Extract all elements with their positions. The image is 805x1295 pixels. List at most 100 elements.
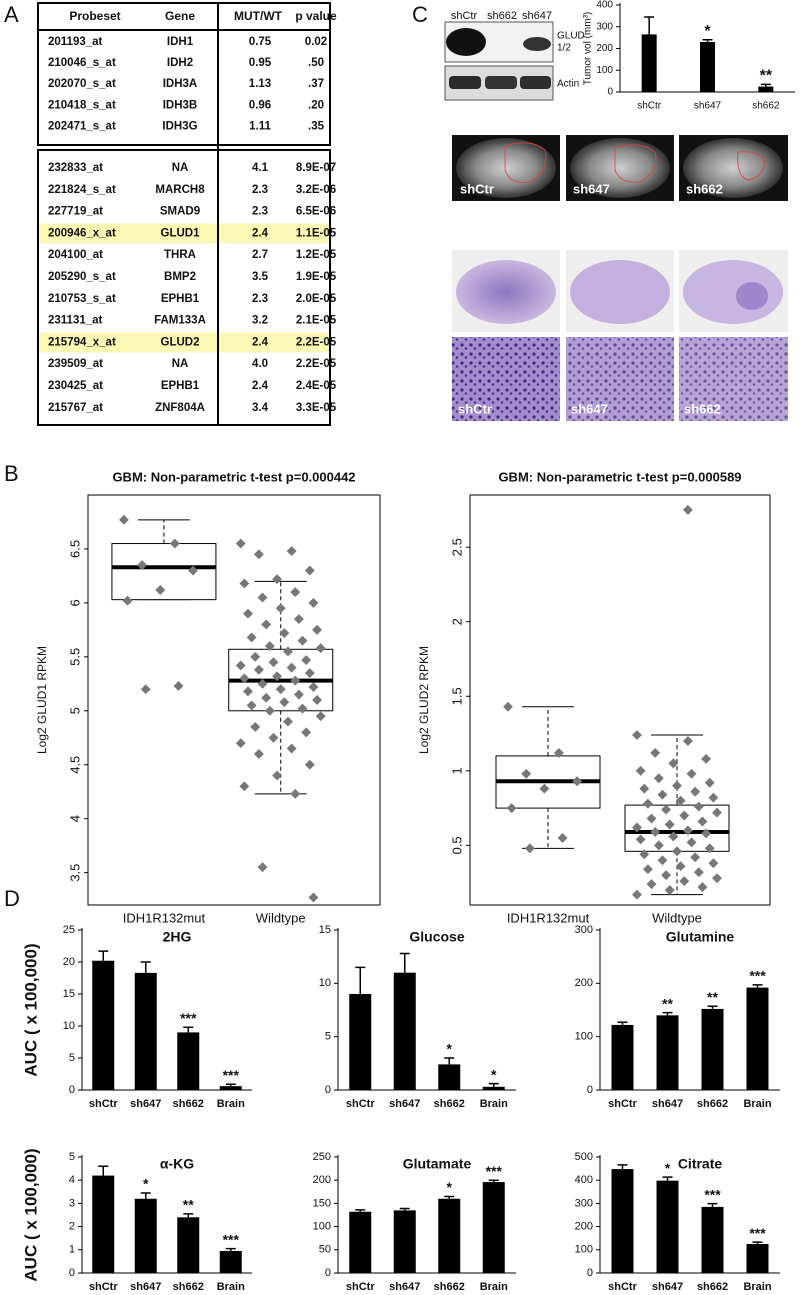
- table-cell: 2.7: [252, 249, 268, 261]
- y-tick-label: 1: [69, 1244, 75, 1256]
- y-tick-label: 2: [449, 618, 464, 625]
- bar: [393, 972, 416, 1090]
- annotation: ***: [704, 1186, 721, 1202]
- point: [122, 595, 133, 606]
- y-tick-label: 200: [313, 1174, 331, 1186]
- point: [668, 758, 679, 769]
- point: [503, 701, 513, 712]
- table-cell: 231131_at: [48, 315, 103, 327]
- y-tick-label: 400: [575, 1174, 593, 1186]
- y-tick-label: 5: [69, 1052, 75, 1064]
- y-tick-label: 0: [587, 1267, 593, 1279]
- table-cell: 2.3: [252, 184, 268, 196]
- table-cell: 3.3E-05: [296, 402, 337, 414]
- y-tick-label: 0: [325, 1267, 331, 1279]
- point: [283, 646, 293, 657]
- point: [253, 549, 264, 560]
- error-bar: [707, 1202, 718, 1207]
- point: [693, 867, 704, 878]
- chart-title: Glutamate: [403, 1156, 472, 1172]
- table-cell: IDH3G: [162, 120, 197, 132]
- point: [188, 565, 198, 576]
- point: [642, 864, 653, 875]
- annotation: ***: [486, 1163, 503, 1179]
- point: [704, 843, 715, 854]
- table-cell: 2.4: [252, 380, 269, 392]
- y-tick-label: 100: [575, 1244, 593, 1256]
- table-cell: 6.5E-06: [296, 206, 336, 218]
- table-cell: 4.0: [252, 358, 268, 370]
- bar: [393, 1210, 416, 1273]
- error-bar: [140, 961, 151, 973]
- blot-label: GLUD: [557, 31, 585, 42]
- table-cell: 0.96: [249, 99, 271, 111]
- point: [304, 668, 315, 678]
- table-border: [37, 149, 331, 426]
- x-tick-label: sh662: [173, 1281, 204, 1293]
- table-cell: IDH3A: [163, 78, 198, 90]
- annotation: **: [707, 989, 718, 1005]
- point: [235, 660, 246, 671]
- point: [657, 855, 668, 866]
- point: [675, 861, 686, 872]
- y-tick-label: 0: [69, 1084, 75, 1096]
- bar: [482, 1182, 505, 1273]
- table-cell: 0.95: [249, 57, 272, 69]
- lane-label: sh662: [487, 10, 517, 22]
- y-tick-label: 0: [69, 1267, 75, 1279]
- point: [661, 870, 672, 881]
- table-cell: 8.9E-07: [296, 162, 336, 174]
- mri-images: [452, 135, 788, 201]
- point: [155, 584, 166, 595]
- y-tick-label: 200: [575, 977, 593, 989]
- y-tick-label: 25: [63, 924, 75, 936]
- y-tick-label: 100: [313, 1221, 331, 1233]
- point: [297, 703, 308, 714]
- table-cell: 2.2E-05: [296, 358, 337, 370]
- error-bar: [225, 1247, 236, 1251]
- point: [250, 722, 261, 732]
- table-cell: 1.11: [249, 120, 271, 132]
- point: [672, 846, 682, 857]
- point: [635, 834, 646, 845]
- point: [708, 792, 719, 803]
- table-cell: 2.2E-05: [296, 336, 337, 348]
- point: [253, 664, 264, 675]
- bar: [438, 1064, 461, 1090]
- x-tick-label: shCtr: [89, 1281, 118, 1293]
- y-tick-label: 250: [313, 1151, 331, 1163]
- table-cell: 232833_at: [48, 162, 103, 174]
- table-cell: 1.2E-05: [296, 249, 337, 261]
- table-cell: .50: [308, 57, 324, 69]
- y-tick-label: 500: [575, 1151, 593, 1163]
- x-tick-label: sh647: [389, 1098, 420, 1110]
- x-tick-label: shCtr: [346, 1281, 375, 1293]
- bar: [611, 1024, 634, 1090]
- table-cell: 221824_s_at: [48, 184, 116, 196]
- point: [272, 770, 283, 781]
- error-bar: [183, 1213, 194, 1218]
- point: [664, 819, 675, 830]
- table-cell: 2.1E-05: [296, 315, 337, 327]
- point: [632, 822, 642, 833]
- bar: [700, 41, 715, 92]
- point: [521, 768, 532, 779]
- table-cell: 215794_x_at: [48, 336, 116, 348]
- y-tick-label: 200: [596, 43, 613, 54]
- x-tick-label: sh662: [697, 1281, 728, 1293]
- point: [118, 514, 129, 525]
- table-cell: 2.4E-05: [296, 380, 337, 392]
- point: [572, 776, 583, 787]
- bar: [349, 1211, 372, 1273]
- point: [690, 852, 701, 863]
- chart-title: Glucose: [409, 929, 464, 945]
- point: [272, 671, 283, 682]
- point: [257, 678, 268, 689]
- error-bar: [225, 1083, 236, 1087]
- point: [279, 697, 290, 708]
- error-bar: [355, 966, 366, 994]
- error-bar: [399, 1207, 410, 1211]
- x-tick-label: shCtr: [608, 1281, 637, 1293]
- point: [679, 876, 690, 887]
